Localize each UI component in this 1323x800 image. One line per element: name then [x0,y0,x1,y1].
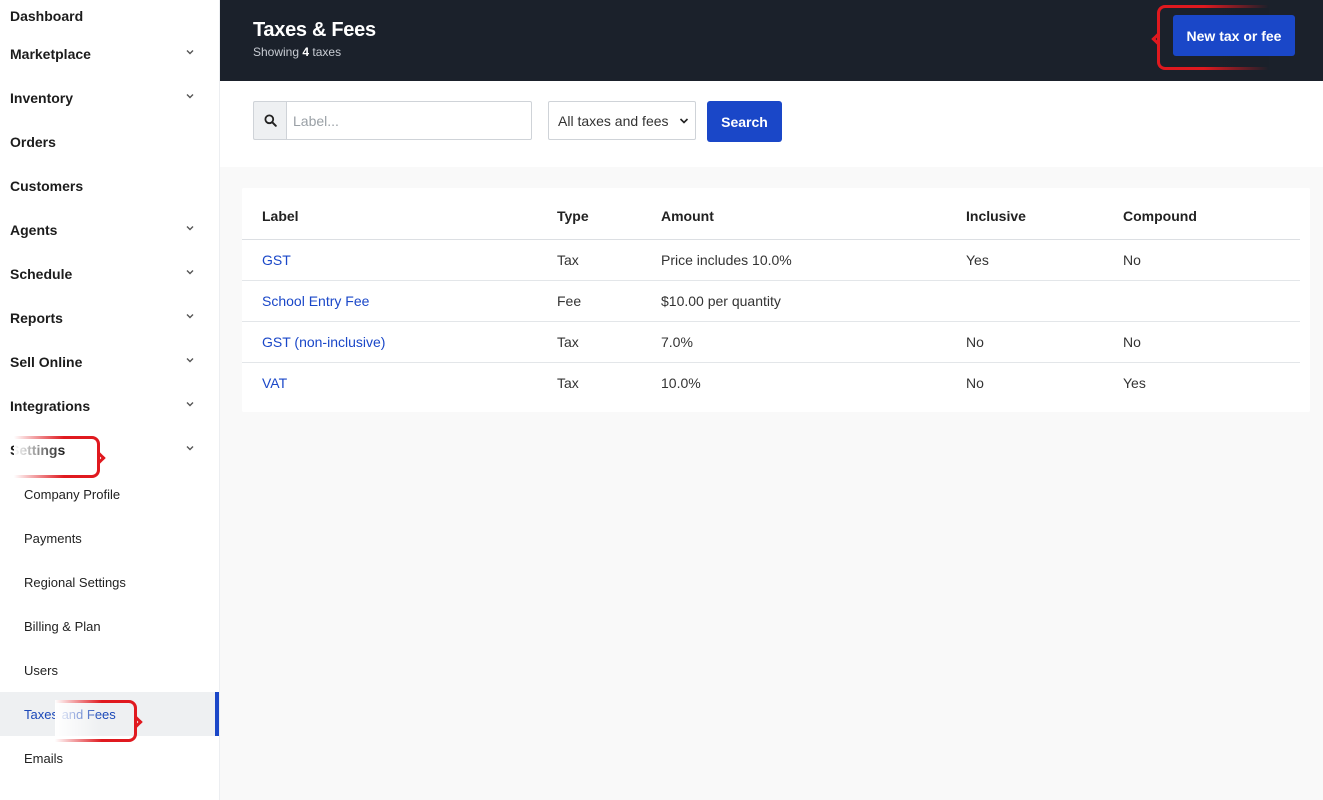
taxes-table: Label Type Amount Inclusive Compound GST… [242,188,1300,403]
search-button[interactable]: Search [707,101,782,142]
column-header-inclusive: Inclusive [966,188,1123,240]
annotation-bracket-taxes-and-fees [55,700,137,742]
sidebar-subitem-payments[interactable]: Payments [0,516,219,560]
chevron-down-icon [186,226,194,231]
chevron-down-icon [186,314,194,319]
sidebar-subitem-label: Regional Settings [24,574,126,590]
type-filter-value: All taxes and fees [558,112,669,129]
table-row: GST (non-inclusive) Tax 7.0% No No [242,321,1300,363]
sidebar-subitem-label: Company Profile [24,486,121,502]
sidebar-item-orders[interactable]: Orders [0,120,219,164]
sidebar-item-dashboard[interactable]: Dashboard [0,0,219,32]
tax-compound: Yes [1123,374,1146,391]
sidebar-item-label: Marketplace [10,46,91,62]
sidebar-subitem-label: Emails [24,750,64,766]
sidebar-subitem-label: Payments [24,530,82,546]
tax-inclusive: Yes [966,239,1123,281]
sidebar-item-label: Sell Online [10,354,83,370]
page-title: Taxes & Fees [253,19,376,41]
sidebar-item-label: Agents [10,222,58,238]
chevron-down-icon [186,94,194,99]
tax-type: Fee [557,280,661,322]
sidebar-item-label: Customers [10,178,84,194]
chevron-down-icon [186,446,194,451]
tax-type: Tax [557,374,579,391]
tax-amount: 7.0% [661,321,966,363]
sidebar-item-customers[interactable]: Customers [0,164,219,208]
column-header-type: Type [557,188,661,240]
sidebar-item-inventory[interactable]: Inventory [0,76,219,120]
table-row: School Entry Fee Fee $10.00 per quantity [242,280,1300,322]
chevron-down-icon [679,118,689,124]
column-header-compound: Compound [1123,188,1300,240]
sidebar-subitem-users[interactable]: Users [0,648,219,692]
chevron-down-icon [186,270,194,275]
tax-label-link[interactable]: GST [262,251,291,268]
tax-type: Tax [557,321,661,363]
sidebar-item-schedule[interactable]: Schedule [0,252,219,296]
column-header-amount: Amount [661,188,966,240]
sidebar-item-label: Integrations [10,398,91,414]
sidebar-item-label: Orders [10,134,56,150]
taxes-table-card: Label Type Amount Inclusive Compound GST… [242,188,1310,412]
tax-amount: Price includes 10.0% [661,239,966,281]
annotation-bracket-settings [14,436,100,478]
page-header: Taxes & Fees Showing 4 taxes New tax or … [220,0,1323,81]
type-filter-select[interactable]: All taxes and fees [548,101,696,140]
sidebar-item-marketplace[interactable]: Marketplace [0,32,219,76]
subtitle-suffix: taxes [312,45,342,59]
sidebar-item-reports[interactable]: Reports [0,296,219,340]
sidebar-subitem-emails[interactable]: Emails [0,736,219,780]
tax-label-link[interactable]: VAT [262,374,288,391]
tax-compound [1123,280,1300,322]
sidebar-subitem-billing-plan[interactable]: Billing & Plan [0,604,219,648]
table-header-row: Label Type Amount Inclusive Compound [242,188,1300,240]
sidebar-item-label: Schedule [10,266,73,282]
new-tax-or-fee-button[interactable]: New tax or fee [1173,15,1295,56]
chevron-down-icon [186,358,194,363]
sidebar-item-label: Reports [10,310,63,326]
tax-compound: No [1123,321,1300,363]
tax-count: 4 [302,45,310,59]
sidebar-item-label: Dashboard [10,8,84,24]
tax-inclusive: No [966,374,984,391]
sidebar-item-sell-online[interactable]: Sell Online [0,340,219,384]
page-subtitle: Showing 4 taxes [253,45,341,59]
tax-type: Tax [557,239,661,281]
search-input[interactable] [286,101,532,140]
column-header-label: Label [242,188,557,240]
sidebar-subitem-company-profile[interactable]: Company Profile [0,472,219,516]
chevron-down-icon [186,50,194,55]
tax-compound: No [1123,239,1300,281]
sidebar-item-integrations[interactable]: Integrations [0,384,219,428]
sidebar-item-label: Inventory [10,90,74,106]
tax-inclusive [966,280,1123,322]
sidebar-subitem-regional-settings[interactable]: Regional Settings [0,560,219,604]
filter-bar: All taxes and fees Search [220,81,1323,167]
sidebar: Dashboard Marketplace Inventory Orders C… [0,0,220,800]
tax-label-link[interactable]: GST (non-inclusive) [262,333,386,350]
table-row: VAT Tax 10.0% No Yes [242,362,1300,403]
tax-inclusive: No [966,321,1123,363]
tax-label-link[interactable]: School Entry Fee [262,292,370,309]
chevron-down-icon [186,402,194,407]
subtitle-prefix: Showing [253,45,300,59]
sidebar-subitem-label: Billing & Plan [24,618,101,634]
sidebar-item-agents[interactable]: Agents [0,208,219,252]
sidebar-subitem-label: Users [24,662,58,678]
search-icon [253,101,287,140]
tax-amount: 10.0% [661,374,701,391]
table-row: GST Tax Price includes 10.0% Yes No [242,239,1300,281]
tax-amount: $10.00 per quantity [661,280,966,322]
